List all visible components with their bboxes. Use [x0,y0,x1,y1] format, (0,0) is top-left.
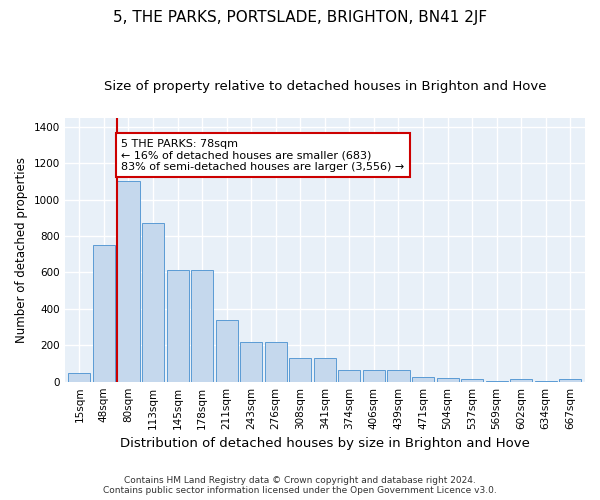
Bar [363,370,385,382]
Y-axis label: Number of detached properties: Number of detached properties [15,156,28,342]
Bar [142,224,164,382]
Bar [215,320,238,382]
Text: Contains HM Land Registry data © Crown copyright and database right 2024.
Contai: Contains HM Land Registry data © Crown c… [103,476,497,495]
Bar [265,342,287,382]
Bar [437,378,458,382]
Bar [510,380,532,382]
Text: 5 THE PARKS: 78sqm
← 16% of detached houses are smaller (683)
83% of semi-detach: 5 THE PARKS: 78sqm ← 16% of detached hou… [121,138,404,172]
Bar [167,270,188,382]
Bar [191,270,213,382]
Bar [93,245,115,382]
Text: 5, THE PARKS, PORTSLADE, BRIGHTON, BN41 2JF: 5, THE PARKS, PORTSLADE, BRIGHTON, BN41 … [113,10,487,25]
Bar [289,358,311,382]
Title: Size of property relative to detached houses in Brighton and Hove: Size of property relative to detached ho… [104,80,546,93]
Bar [314,358,336,382]
Bar [388,370,410,382]
X-axis label: Distribution of detached houses by size in Brighton and Hove: Distribution of detached houses by size … [120,437,530,450]
Bar [68,372,91,382]
Bar [240,342,262,382]
Bar [412,377,434,382]
Bar [461,380,483,382]
Bar [338,370,361,382]
Bar [559,380,581,382]
Bar [118,182,140,382]
